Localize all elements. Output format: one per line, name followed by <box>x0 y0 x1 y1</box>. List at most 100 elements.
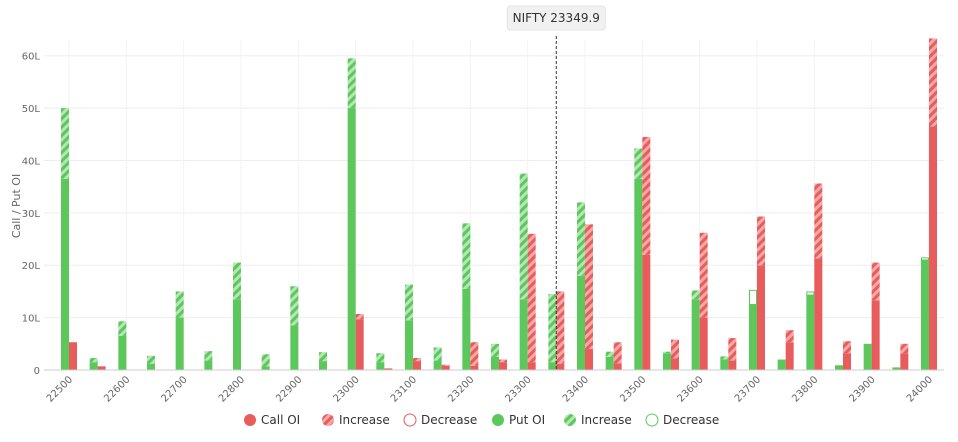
legend-item[interactable]: Call OI <box>244 413 300 427</box>
call-oi-bar[interactable] <box>871 300 880 370</box>
put-oi-bar[interactable] <box>720 359 729 370</box>
legend-item[interactable]: Decrease <box>645 413 719 427</box>
put-oi-bar[interactable] <box>61 178 69 370</box>
put-oi-bar[interactable] <box>749 304 757 370</box>
call-increase-bar[interactable] <box>785 330 794 343</box>
call-oi-bar[interactable] <box>441 365 450 370</box>
call-increase-bar[interactable] <box>470 342 479 366</box>
call-oi-bar[interactable] <box>413 361 421 370</box>
call-increase-bar[interactable] <box>355 313 364 320</box>
call-oi-bar[interactable] <box>814 258 823 370</box>
put-oi-bar[interactable] <box>175 317 184 370</box>
call-increase-bar[interactable] <box>757 216 765 266</box>
call-increase-bar[interactable] <box>556 291 565 364</box>
put-increase-bar[interactable] <box>634 148 643 179</box>
call-increase-bar[interactable] <box>499 359 507 363</box>
call-increase-bar[interactable] <box>699 232 708 318</box>
legend-item[interactable]: Put OI <box>492 413 545 427</box>
put-oi-bar[interactable] <box>347 108 356 370</box>
put-oi-bar[interactable] <box>491 356 499 370</box>
put-oi-bar[interactable] <box>376 362 385 370</box>
put-oi-bar[interactable] <box>663 353 671 370</box>
call-oi-bar[interactable] <box>585 349 593 370</box>
legend-item[interactable]: Increase <box>322 413 390 427</box>
put-oi-bar[interactable] <box>691 299 700 370</box>
put-oi-bar[interactable] <box>233 299 241 370</box>
put-oi-bar[interactable] <box>548 362 557 370</box>
call-oi-bar[interactable] <box>728 360 737 370</box>
put-oi-bar[interactable] <box>577 275 585 370</box>
call-oi-bar[interactable] <box>499 362 507 370</box>
put-increase-bar[interactable] <box>290 286 299 326</box>
call-increase-bar[interactable] <box>814 183 823 259</box>
put-oi-bar[interactable] <box>777 359 786 370</box>
put-oi-bar[interactable] <box>519 299 528 370</box>
legend-item[interactable]: Increase <box>564 413 632 427</box>
call-oi-bar[interactable] <box>613 363 622 370</box>
call-oi-bar[interactable] <box>97 366 106 370</box>
put-increase-bar[interactable] <box>319 352 327 362</box>
put-decrease-bar[interactable] <box>806 291 815 296</box>
put-oi-bar[interactable] <box>261 366 270 370</box>
call-increase-bar[interactable] <box>900 343 909 354</box>
put-increase-bar[interactable] <box>691 290 700 300</box>
put-increase-bar[interactable] <box>261 354 270 367</box>
put-oi-bar[interactable] <box>863 343 872 370</box>
put-increase-bar[interactable] <box>405 284 413 321</box>
put-oi-bar[interactable] <box>462 288 471 370</box>
put-decrease-bar[interactable] <box>921 257 929 261</box>
call-oi-bar[interactable] <box>384 368 393 370</box>
call-increase-bar[interactable] <box>413 357 421 362</box>
call-oi-bar[interactable] <box>69 342 77 370</box>
put-oi-bar[interactable] <box>605 356 614 370</box>
put-increase-bar[interactable] <box>175 291 184 318</box>
put-increase-bar[interactable] <box>204 351 213 361</box>
put-oi-bar[interactable] <box>892 367 901 370</box>
call-oi-bar[interactable] <box>843 353 851 370</box>
put-oi-bar[interactable] <box>290 325 299 370</box>
put-increase-bar[interactable] <box>519 173 528 300</box>
call-oi-bar[interactable] <box>642 254 651 370</box>
call-increase-bar[interactable] <box>843 341 851 354</box>
call-oi-bar[interactable] <box>556 363 565 370</box>
put-oi-bar[interactable] <box>433 360 442 370</box>
call-oi-bar[interactable] <box>757 265 765 370</box>
put-increase-bar[interactable] <box>89 357 98 363</box>
call-oi-bar[interactable] <box>355 319 364 370</box>
call-increase-bar[interactable] <box>871 262 880 301</box>
call-increase-bar[interactable] <box>585 224 593 350</box>
put-increase-bar[interactable] <box>376 353 385 363</box>
call-oi-bar[interactable] <box>785 342 794 370</box>
put-increase-bar[interactable] <box>491 343 499 357</box>
put-oi-bar[interactable] <box>405 320 413 370</box>
put-increase-bar[interactable] <box>663 351 671 354</box>
put-oi-bar[interactable] <box>835 365 843 370</box>
put-increase-bar[interactable] <box>347 58 356 109</box>
call-increase-bar[interactable] <box>728 338 737 361</box>
call-oi-bar[interactable] <box>527 362 536 370</box>
put-oi-bar[interactable] <box>147 363 155 370</box>
call-oi-bar[interactable] <box>699 317 708 370</box>
put-increase-bar[interactable] <box>118 321 127 336</box>
put-oi-bar[interactable] <box>319 361 327 370</box>
put-oi-bar[interactable] <box>921 260 929 370</box>
call-increase-bar[interactable] <box>441 364 450 366</box>
put-oi-bar[interactable] <box>118 335 127 370</box>
call-oi-bar[interactable] <box>470 365 479 370</box>
call-oi-bar[interactable] <box>929 126 937 370</box>
call-increase-bar[interactable] <box>929 38 937 127</box>
put-increase-bar[interactable] <box>433 347 442 361</box>
call-oi-bar[interactable] <box>671 358 679 370</box>
put-increase-bar[interactable] <box>233 262 241 300</box>
put-oi-bar[interactable] <box>204 360 213 370</box>
put-increase-bar[interactable] <box>61 108 69 179</box>
put-increase-bar[interactable] <box>147 355 155 364</box>
call-increase-bar[interactable] <box>642 136 651 255</box>
put-decrease-bar[interactable] <box>749 289 757 306</box>
call-oi-bar[interactable] <box>900 353 909 370</box>
call-increase-bar[interactable] <box>613 342 622 364</box>
put-oi-bar[interactable] <box>806 295 815 370</box>
put-increase-bar[interactable] <box>548 294 557 363</box>
put-increase-bar[interactable] <box>720 356 729 360</box>
call-increase-bar[interactable] <box>671 339 679 359</box>
